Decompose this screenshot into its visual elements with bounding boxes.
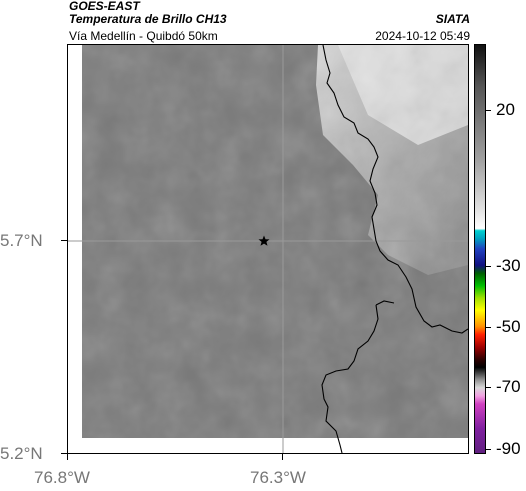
colorbar-label: -90 xyxy=(496,439,521,458)
lat-tick-mark xyxy=(61,453,67,454)
satellite-image xyxy=(68,45,468,453)
lon-tick-mark xyxy=(282,454,283,460)
colorbar-label: -70 xyxy=(496,377,521,396)
map-title: Temperatura de Brillo CH13 xyxy=(69,12,227,26)
lon-tick-mark xyxy=(67,454,68,460)
lon-tick-label: 76.8°W xyxy=(34,468,90,487)
timestamp: 2024-10-12 05:49 xyxy=(375,29,470,43)
star-marker-icon xyxy=(258,235,270,246)
colorbar xyxy=(474,44,486,454)
colorbar-label: -30 xyxy=(496,256,521,275)
satellite-name: GOES-EAST xyxy=(69,0,140,13)
organization-label: SIATA xyxy=(435,12,470,26)
lat-tick-label: 5.7°N xyxy=(0,231,43,250)
boundary-line-south xyxy=(321,304,379,453)
map-panel[interactable] xyxy=(67,44,469,454)
boundary-line xyxy=(322,45,468,334)
lon-tick-label: 76.3°W xyxy=(250,468,306,487)
lat-tick-mark xyxy=(61,240,67,241)
map-subtitle: Vía Medellín - Quibdó 50km xyxy=(69,29,218,43)
colorbar-label: 20 xyxy=(496,100,515,119)
colorbar-label: -50 xyxy=(496,317,521,336)
lat-tick-label: 5.2°N xyxy=(0,444,43,463)
